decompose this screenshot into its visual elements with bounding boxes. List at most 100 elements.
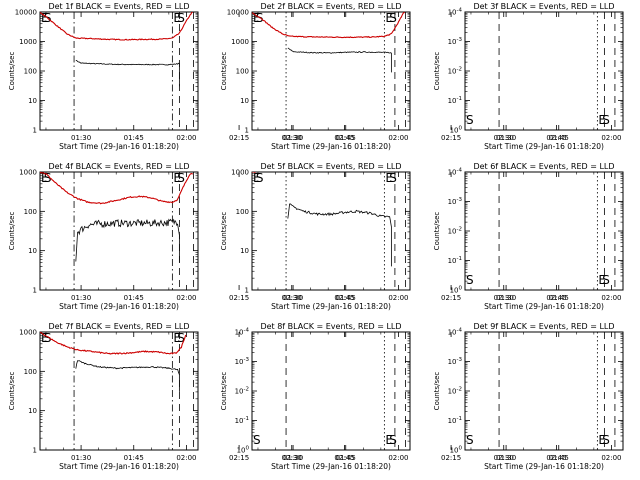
y-tick-label: 10000	[15, 9, 37, 17]
x-tick-label: 02:00	[601, 134, 621, 142]
y-tick-label: 10-4	[448, 328, 463, 337]
marker-s: S	[177, 331, 185, 345]
panel-title: Det 6f BLACK = Events, RED = LLD	[473, 162, 614, 171]
y-tick-label: 10	[240, 97, 249, 105]
plot-frame	[39, 331, 199, 451]
x-tick-label: 01:30	[496, 294, 516, 302]
y-tick-label: 100	[24, 208, 37, 216]
x-tick-label: 02:00	[601, 454, 621, 462]
marker-e: E	[41, 331, 49, 345]
y-tick-label: 10-2	[448, 227, 462, 236]
marker-s: S	[44, 331, 52, 345]
x-axis-label: Start Time (29-Jan-16 01:18:20)	[484, 462, 604, 471]
y-tick-label: 1000	[231, 169, 249, 177]
detector-panel-1f: Det 1f BLACK = Events, RED = LLD11010010…	[8, 2, 355, 151]
marker-s: S	[389, 433, 397, 447]
x-axis-label: Start Time (29-Jan-16 01:18:20)	[59, 302, 179, 311]
x-tick-label: 02:00	[388, 294, 408, 302]
events-series-line	[287, 203, 392, 267]
y-tick-label: 1	[33, 447, 37, 455]
marker-s: S	[389, 11, 397, 25]
panel-title: Det 3f BLACK = Events, RED = LLD	[473, 2, 614, 11]
marker-s: S	[466, 273, 474, 287]
x-tick-label: 02:45	[334, 134, 354, 142]
x-tick-label: 01:45	[336, 134, 356, 142]
detector-panel-6f: Det 6f BLACK = Events, RED = LLD 100 10-1 1…	[433, 162, 624, 311]
panel-title: Det 5f BLACK = Events, RED = LLD	[260, 162, 401, 171]
y-tick-label: 100	[237, 446, 250, 455]
marker-s: S	[253, 433, 261, 447]
x-tick-label: 02:30	[494, 134, 514, 142]
y-tick-label: 1	[245, 127, 249, 135]
y-tick-label: 10	[28, 247, 37, 255]
x-tick-label: 02:30	[282, 134, 302, 142]
x-tick-label: 01:45	[336, 294, 356, 302]
marker-s: S	[256, 171, 264, 185]
panel-title: Det 7f BLACK = Events, RED = LLD	[48, 322, 189, 331]
y-tick-label: 10-1	[235, 416, 249, 425]
y-tick-label: 100	[450, 286, 463, 295]
y-tick-label: 10-2	[448, 387, 462, 396]
y-tick-label: 10-1	[448, 96, 462, 105]
detector-panel-5f: Det 5f BLACK = Events, RED = LLD 1 10 100 10…	[220, 162, 567, 311]
x-tick-label: 02:30	[282, 454, 302, 462]
marker-e: E	[173, 331, 181, 345]
y-tick-label: 10	[28, 407, 37, 415]
x-tick-label: 01:45	[124, 294, 144, 302]
x-axis-label: Start Time (29-Jan-16 01:18:20)	[271, 142, 391, 151]
detector-panel-9f: Det 9f BLACK = Events, RED = LLD 100 10-1 1…	[433, 322, 624, 471]
x-tick-label: 02:15	[441, 294, 461, 302]
y-axis-label: Counts/sec	[8, 52, 16, 91]
x-tick-label: 02:15	[441, 454, 461, 462]
marker-s: S	[602, 433, 610, 447]
marker-e: E	[598, 433, 606, 447]
marker-e: E	[385, 11, 393, 25]
x-tick-label: 02:15	[229, 454, 249, 462]
x-axis-label: Start Time (29-Jan-16 01:18:20)	[484, 302, 604, 311]
y-axis-label: Counts/sec	[433, 372, 441, 411]
y-tick-label: 10-2	[448, 67, 462, 76]
plot-frame	[39, 11, 199, 131]
panel-title: Det 2f BLACK = Events, RED = LLD	[260, 2, 401, 11]
x-tick-label: 02:15	[441, 134, 461, 142]
marker-e: E	[598, 273, 606, 287]
x-tick-label: 02:00	[601, 294, 621, 302]
x-tick-label: 02:30	[494, 294, 514, 302]
y-axis-label: Counts/sec	[220, 212, 228, 251]
y-tick-label: 10-4	[448, 8, 463, 17]
detector-panel-8f: Det 8f BLACK = Events, RED = LLD 100 10-1 1…	[220, 322, 567, 471]
events-series-line	[75, 360, 180, 392]
detector-panel-4f: Det 4f BLACK = Events, RED = LLD11010010…	[8, 162, 355, 311]
y-tick-label: 1000	[231, 38, 249, 46]
lld-series-line	[40, 172, 194, 205]
x-tick-label: 01:30	[283, 294, 303, 302]
x-tick-label: 01:30	[283, 134, 303, 142]
marker-e: E	[385, 171, 393, 185]
x-tick-label: 01:45	[549, 454, 569, 462]
y-tick-label: 10-3	[448, 357, 463, 366]
x-tick-label: 01:30	[71, 454, 91, 462]
y-axis-label: Counts/sec	[8, 212, 16, 251]
y-tick-label: 1000	[19, 38, 37, 46]
x-tick-label: 01:45	[124, 454, 144, 462]
lld-series-line	[252, 12, 405, 39]
y-axis-label: Counts/sec	[433, 52, 441, 91]
y-axis-label: Counts/sec	[433, 212, 441, 251]
events-series-line	[75, 218, 180, 263]
y-tick-label: 100	[236, 68, 249, 76]
marker-s: S	[466, 433, 474, 447]
y-tick-label: 1000	[19, 329, 37, 337]
x-tick-label: 02:45	[546, 294, 566, 302]
lld-series-line	[40, 12, 193, 41]
marker-e: E	[385, 433, 393, 447]
marker-e: E	[41, 11, 49, 25]
events-series-line	[75, 59, 180, 87]
x-tick-label: 01:45	[549, 134, 569, 142]
panel-title: Det 4f BLACK = Events, RED = LLD	[48, 162, 189, 171]
x-tick-label: 02:00	[388, 454, 408, 462]
x-tick-label: 02:45	[546, 454, 566, 462]
panel-title: Det 9f BLACK = Events, RED = LLD	[473, 322, 614, 331]
x-tick-label: 01:45	[549, 294, 569, 302]
y-tick-label: 10-1	[448, 416, 462, 425]
marker-e: E	[598, 113, 606, 127]
